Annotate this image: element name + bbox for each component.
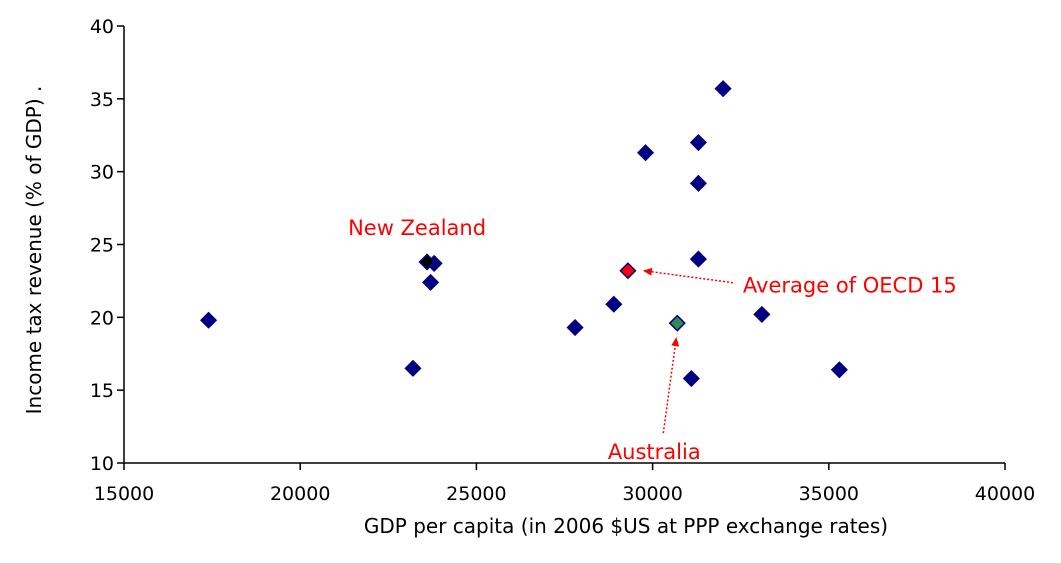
data-point (566, 318, 584, 337)
data-point (753, 305, 771, 323)
data-point (200, 311, 218, 329)
data-point (418, 253, 436, 271)
y-axis-title: Income tax revenue (% of GDP) . (22, 86, 46, 415)
data-point (682, 369, 700, 388)
data-point (689, 174, 707, 192)
annotation-arrow-australia (662, 337, 680, 434)
data-points (200, 80, 848, 388)
x-tick-label: 15000 (94, 483, 154, 505)
y-tick-label: 35 (90, 89, 114, 111)
y-tick-label: 30 (90, 162, 114, 184)
y-tick-label: 20 (90, 307, 114, 329)
data-point (636, 144, 655, 162)
annotation-australia: Australia (608, 440, 701, 464)
x-axis-ticks: 15000 20000 25000 30000 35000 40000 (94, 463, 1035, 505)
data-point (830, 361, 848, 379)
x-tick-label: 40000 (975, 483, 1035, 505)
data-point (404, 359, 422, 377)
annotation-arrow-oecd (642, 267, 734, 284)
x-tick-label: 35000 (799, 483, 859, 505)
annotation-average-oecd-15: Average of OECD 15 (743, 274, 957, 298)
y-tick-label: 10 (90, 453, 114, 475)
y-tick-label: 40 (90, 16, 114, 38)
data-point (714, 80, 732, 98)
data-point (619, 262, 637, 280)
data-point (422, 273, 440, 291)
data-point (689, 250, 707, 268)
y-axis-ticks: 10 15 20 25 30 35 40 (90, 16, 124, 475)
x-tick-label: 25000 (446, 483, 506, 505)
data-point (668, 314, 686, 332)
annotation-new-zealand: New Zealand (348, 216, 486, 240)
data-point (689, 133, 707, 152)
annotations: New Zealand Average of OECD 15 Australia (348, 216, 957, 464)
y-tick-label: 25 (90, 235, 114, 257)
axes (123, 26, 1005, 464)
data-point (605, 295, 623, 313)
x-tick-label: 30000 (622, 483, 682, 505)
x-axis-title: GDP per capita (in 2006 $US at PPP excha… (364, 514, 888, 538)
y-tick-label: 15 (90, 380, 114, 402)
x-tick-label: 20000 (270, 483, 330, 505)
